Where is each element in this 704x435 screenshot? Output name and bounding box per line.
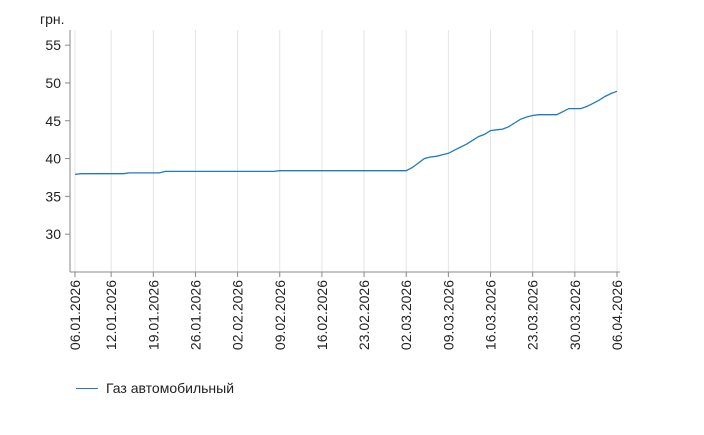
- y-axis-ticks: 30 35 40 45 50 55: [45, 37, 70, 242]
- x-tick-label: 30.03.2026: [567, 280, 583, 350]
- x-axis-ticks: 06.01.2026 12.01.2026 19.01.2026 26.01.2026…: [67, 272, 625, 350]
- x-tick-label: 06.04.2026: [609, 280, 625, 350]
- y-tick-label: 55: [45, 37, 61, 53]
- legend: Газ автомобильный: [76, 380, 234, 396]
- line-chart: 30 35 40 45 50 55 06.01.2026 12.01.2026 19.01.2…: [40, 11, 625, 350]
- x-tick-label: 02.02.2026: [230, 280, 246, 350]
- grid-lines: [74, 30, 618, 272]
- x-tick-label: 26.01.2026: [187, 280, 203, 350]
- y-tick-label: 30: [45, 226, 61, 242]
- x-tick-label: 23.02.2026: [356, 280, 372, 350]
- legend-label: Газ автомобильный: [106, 380, 235, 396]
- x-tick-label: 09.03.2026: [440, 280, 456, 350]
- x-tick-label: 19.01.2026: [145, 280, 161, 350]
- y-tick-label: 40: [45, 151, 61, 167]
- x-tick-label: 02.03.2026: [398, 280, 414, 350]
- x-tick-label: 09.02.2026: [272, 280, 288, 350]
- legend-line-swatch: [76, 387, 98, 389]
- x-tick-label: 06.01.2026: [67, 280, 83, 350]
- x-tick-label: 16.03.2026: [483, 280, 499, 350]
- y-tick-label: 35: [45, 188, 61, 204]
- x-tick-label: 23.03.2026: [525, 280, 541, 350]
- series-line-gas: [74, 90, 618, 176]
- y-tick-label: 45: [45, 113, 61, 129]
- x-tick-label: 12.01.2026: [103, 280, 119, 350]
- y-tick-label: 50: [45, 75, 61, 91]
- y-axis-unit-label: грн.: [40, 11, 65, 27]
- x-tick-label: 16.02.2026: [314, 280, 330, 350]
